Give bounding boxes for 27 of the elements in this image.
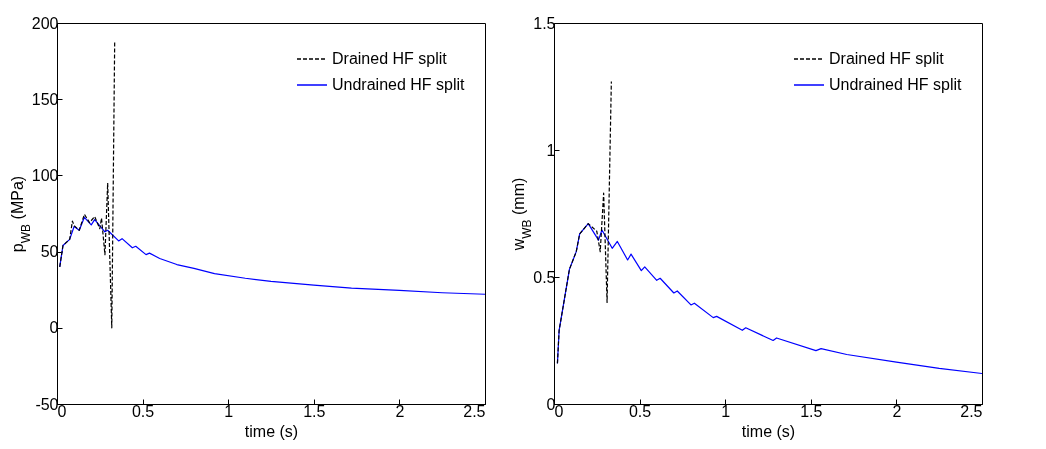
x-tick-label: 1 [721,402,731,420]
x-tick-label: 1.5 [303,402,326,420]
legend-label: Drained HF split [332,50,448,67]
y-tick-label: 200 [31,14,59,32]
x-tick-label: 0.5 [131,402,155,420]
y-tick-label: 0.5 [533,268,556,286]
x-tick-label: 2.5 [960,402,983,420]
x-axis-title: time (s) [741,422,796,440]
line-series [59,40,116,329]
x-tick-label: 1.5 [800,402,823,420]
legend-label: Undrained HF split [829,76,963,93]
y-tick-label: 150 [31,90,59,108]
line-series [556,80,612,364]
x-tick-label: 0.5 [628,402,652,420]
y-tick-label: 100 [31,166,59,184]
x-axis-title: time (s) [244,422,299,440]
line-series [59,216,485,295]
x-tick-label: 1 [224,402,234,420]
legend-label: Drained HF split [829,50,945,67]
y-tick-label: 1 [546,141,556,159]
y-tick-label: -50 [35,395,59,413]
line-series [556,223,982,375]
y-tick-label: 1.5 [533,14,556,32]
x-tick-label: 2 [892,402,902,420]
legend-label: Undrained HF split [332,76,466,93]
x-tick-label: 2 [395,402,405,420]
x-tick-label: 2.5 [463,402,486,420]
